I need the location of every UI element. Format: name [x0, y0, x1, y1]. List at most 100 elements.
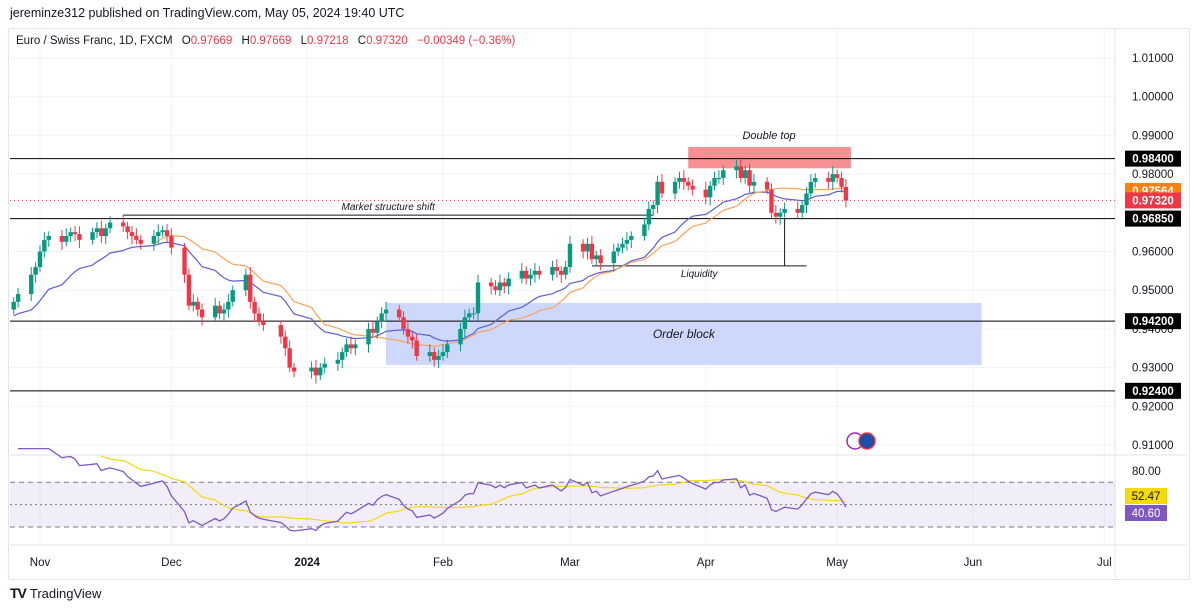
candle-body [37, 251, 43, 267]
candle-body [160, 230, 165, 233]
candle-body [366, 328, 371, 345]
candle [681, 170, 687, 190]
candle [344, 338, 349, 357]
candle-body [445, 344, 450, 353]
candle [278, 320, 284, 344]
last-price-badge [1125, 192, 1181, 209]
rsi-ma-value: 52.47 [1132, 491, 1161, 503]
candle [523, 266, 529, 285]
candle [834, 169, 840, 183]
logo-text: TradingView [29, 585, 102, 601]
level-price-badge [1125, 382, 1181, 399]
candle-body [773, 212, 779, 217]
candle-body [462, 317, 468, 329]
candle-body [559, 270, 564, 275]
candle-body [585, 243, 590, 252]
price-tick-label: 0.98000 [1132, 169, 1174, 181]
candle-body [278, 325, 284, 337]
candle-body [191, 301, 196, 306]
candle-body [497, 282, 503, 291]
candle [156, 224, 161, 245]
candle-body [703, 189, 708, 198]
candle-body [291, 367, 297, 372]
candle-body [72, 232, 78, 235]
moving-average-fast-line [13, 190, 847, 342]
market-structure-shift-label: Market structure shift [342, 202, 437, 213]
candle-body [550, 266, 555, 275]
candle [804, 187, 809, 214]
rsi-value: 40.60 [1132, 508, 1161, 520]
candle-body [15, 294, 21, 302]
price-tick-label: 0.93000 [1132, 363, 1174, 375]
candle-body [261, 321, 266, 326]
candle [252, 297, 257, 322]
candle [554, 259, 560, 278]
time-tick-label: Feb [433, 557, 453, 569]
candle-body [471, 313, 476, 315]
candle-body [769, 189, 774, 213]
candle-body [283, 336, 288, 349]
candle [370, 321, 376, 338]
candle [186, 268, 192, 311]
candle-body [672, 181, 678, 194]
price-tick-label: 1.00000 [1132, 92, 1174, 104]
candle [160, 225, 165, 237]
candle [335, 352, 341, 371]
candle [396, 304, 402, 322]
candle-body [103, 228, 108, 237]
candle [169, 228, 174, 255]
candle-body [46, 236, 51, 240]
candle-body [121, 222, 126, 227]
last-price-label: 0.97320 [1132, 195, 1174, 207]
candle-body [379, 313, 384, 322]
candle [528, 268, 533, 286]
candle-body [396, 309, 402, 318]
candle [567, 236, 573, 273]
low-label: L [300, 35, 307, 47]
candle-body [340, 352, 345, 360]
candle [467, 308, 472, 322]
candle-body [611, 251, 616, 264]
candle [125, 221, 130, 240]
liquidity-label: Liquidity [681, 269, 719, 280]
candle-body [488, 282, 494, 287]
candle-body [213, 305, 218, 318]
candle [283, 330, 288, 357]
time-tick-label: Apr [697, 557, 715, 569]
candle [226, 294, 231, 318]
candle-body [804, 193, 809, 206]
candle-body [68, 232, 73, 237]
candle [414, 334, 419, 361]
candle-body [243, 274, 249, 291]
candle [138, 235, 143, 250]
candle-body [164, 230, 170, 237]
level-price-label: 0.98400 [1132, 154, 1174, 166]
candle-body [554, 266, 560, 271]
candle-body [830, 174, 835, 182]
high-value: H0.97669 [242, 35, 292, 47]
candle [213, 297, 218, 322]
candle-body [226, 301, 231, 310]
candle [68, 227, 73, 242]
close-number: 0.97320 [366, 35, 408, 47]
candle-body [318, 367, 323, 376]
price-tick-label: 0.95000 [1132, 285, 1174, 297]
candle [615, 242, 621, 257]
high-number: 0.97669 [249, 35, 292, 47]
candle [506, 272, 511, 295]
candle-body [77, 234, 82, 240]
candle-body [751, 181, 757, 186]
publication-info: jereminze312 published on TradingView.co… [10, 6, 405, 20]
candle-body [156, 232, 161, 237]
candle-body [594, 255, 599, 260]
candle-body [532, 270, 538, 275]
candle-body [716, 177, 722, 179]
time-tick-label: Nov [30, 557, 51, 569]
candle-body [467, 313, 472, 318]
rsi-line [18, 447, 847, 532]
symbol-name[interactable]: Euro / Swiss Franc, 1D, FXCM [16, 35, 173, 47]
candle-body [795, 208, 800, 213]
candle-body [506, 278, 511, 287]
